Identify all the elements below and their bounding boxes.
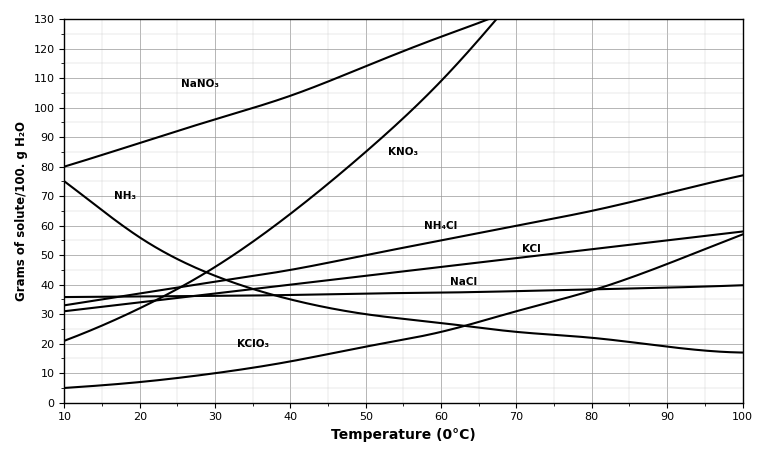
Text: NaNO₃: NaNO₃ xyxy=(181,79,219,89)
X-axis label: Temperature (0°C): Temperature (0°C) xyxy=(331,428,476,442)
Text: NaCl: NaCl xyxy=(450,276,477,287)
Text: KCl: KCl xyxy=(522,244,541,254)
Text: NH₃: NH₃ xyxy=(114,191,136,201)
Text: KNO₃: KNO₃ xyxy=(389,147,419,157)
Text: NH₄Cl: NH₄Cl xyxy=(425,221,458,231)
Text: KClO₃: KClO₃ xyxy=(237,339,269,349)
Y-axis label: Grams of solute/100. g H₂O: Grams of solute/100. g H₂O xyxy=(15,121,28,301)
